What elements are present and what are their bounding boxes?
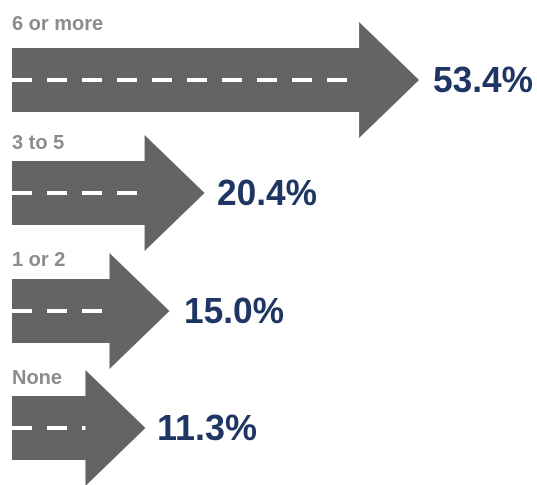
bar-arrow: [12, 22, 420, 138]
bar-row: 3 to 5 20.4%: [12, 132, 317, 251]
category-label: 1 or 2: [12, 249, 65, 271]
category-label: 6 or more: [12, 13, 103, 35]
bar-row: None 11.3%: [12, 367, 257, 485]
value-label: 15.0%: [184, 290, 284, 331]
bar-row: 1 or 2 15.0%: [12, 249, 284, 369]
value-label: 11.3%: [157, 407, 257, 448]
bar-arrow: [12, 370, 146, 485]
bar-arrow: [12, 135, 205, 251]
value-label: 20.4%: [217, 172, 317, 213]
category-label: None: [12, 367, 62, 389]
category-label: 3 to 5: [12, 132, 64, 154]
value-label: 53.4%: [433, 59, 533, 100]
bar-row: 6 or more 53.4%: [12, 13, 533, 138]
